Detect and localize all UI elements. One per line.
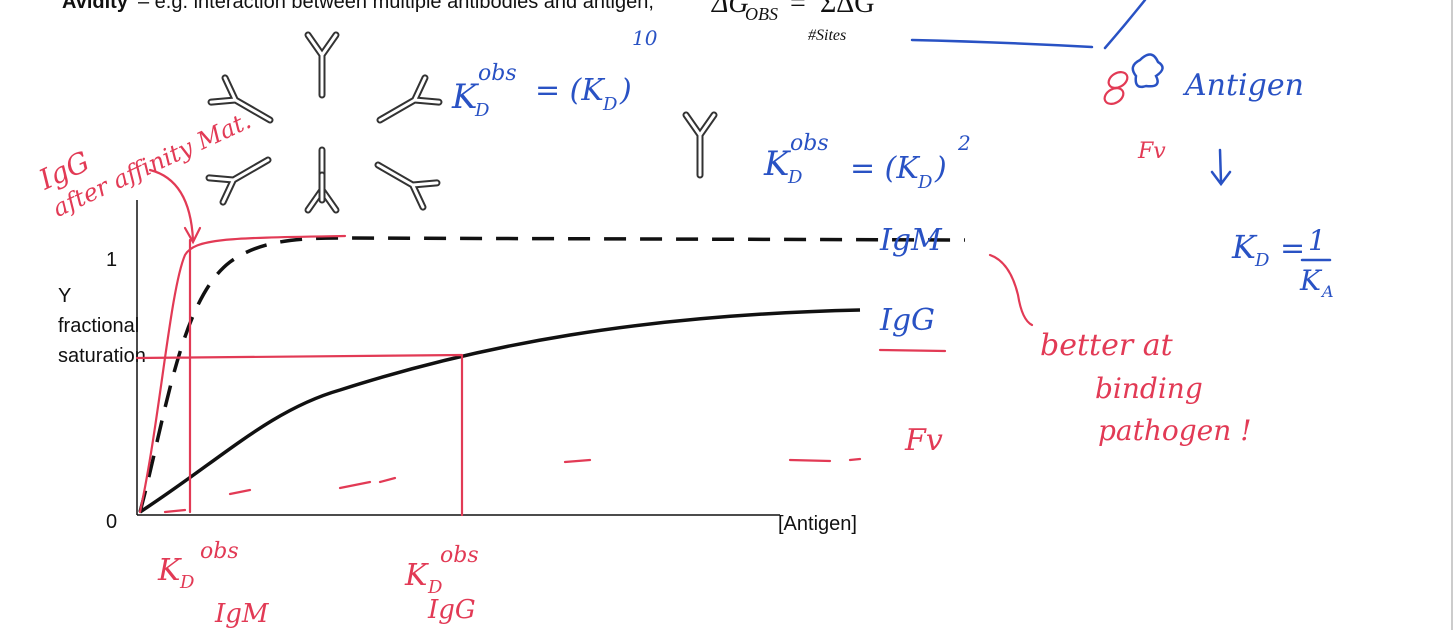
formula: D: [1254, 250, 1270, 271]
arrow: [1212, 150, 1230, 184]
y-axis-label: saturation: [58, 345, 146, 367]
formula: D: [917, 172, 933, 193]
annotation: binding: [1095, 372, 1203, 405]
igm-curve: [140, 238, 965, 512]
kd-label: obs: [440, 543, 479, 568]
formula: ): [619, 73, 632, 108]
antigen-sketch: [1102, 54, 1163, 107]
formula-sum: ΣΔG: [820, 0, 875, 19]
formula: 2: [957, 131, 971, 155]
fv-label: Fv: [904, 423, 943, 458]
formula: = (K: [850, 151, 920, 186]
formula: A: [1320, 282, 1334, 301]
formula-lhs-sub: OBS: [745, 4, 778, 24]
igm-label: IgM: [879, 223, 943, 258]
kd-label: D: [179, 572, 195, 593]
formula: D: [602, 94, 618, 115]
formula: 10: [632, 26, 658, 50]
kd-label: K: [157, 553, 182, 588]
antibody-icons: [209, 35, 714, 210]
slide: Avidity – e.g. interaction between multi…: [0, 0, 1455, 630]
fv-sketch-label: Fv: [1137, 139, 1166, 164]
arrow: [912, 40, 1092, 47]
formula: D: [787, 167, 803, 188]
igg-curve: [140, 310, 860, 512]
formula-eq: =: [790, 0, 806, 19]
formula: obs: [790, 131, 829, 156]
formula: K: [1231, 228, 1258, 266]
underline: [880, 350, 945, 351]
formula: ): [934, 151, 947, 186]
x-axis-label: [Antigen]: [778, 513, 857, 535]
igg-label: IgG: [879, 303, 935, 338]
fv-curve: [165, 459, 860, 512]
formula-sum-sub: #Sites: [808, 27, 846, 44]
kd-label: IgM: [214, 599, 270, 629]
formula: K: [1299, 264, 1323, 297]
y-tick-label: 0: [106, 511, 117, 533]
formula: 1: [1308, 224, 1326, 257]
antigen-label: Antigen: [1182, 68, 1304, 103]
formula: obs: [478, 61, 517, 86]
formula: D: [474, 100, 490, 121]
y-axis-label: fractional: [58, 315, 139, 337]
bracket: [990, 255, 1032, 325]
kd-label: obs: [200, 539, 239, 564]
formula: = (K: [535, 73, 605, 108]
kd-label: K: [404, 558, 429, 593]
igg-affinity-curve: [140, 236, 345, 512]
kd-label: IgG: [427, 595, 476, 625]
y-axis-label: Y: [58, 285, 71, 307]
header-text: – e.g. interaction between multiple anti…: [138, 0, 654, 13]
formula-lhs: ΔG: [711, 0, 749, 19]
y-tick-label: 1: [106, 249, 117, 271]
arrow: [1105, 0, 1145, 48]
annotation: pathogen !: [1098, 414, 1251, 447]
guide-lines: [137, 240, 462, 515]
header-title: Avidity: [62, 0, 129, 13]
annotation: better at: [1040, 328, 1174, 363]
